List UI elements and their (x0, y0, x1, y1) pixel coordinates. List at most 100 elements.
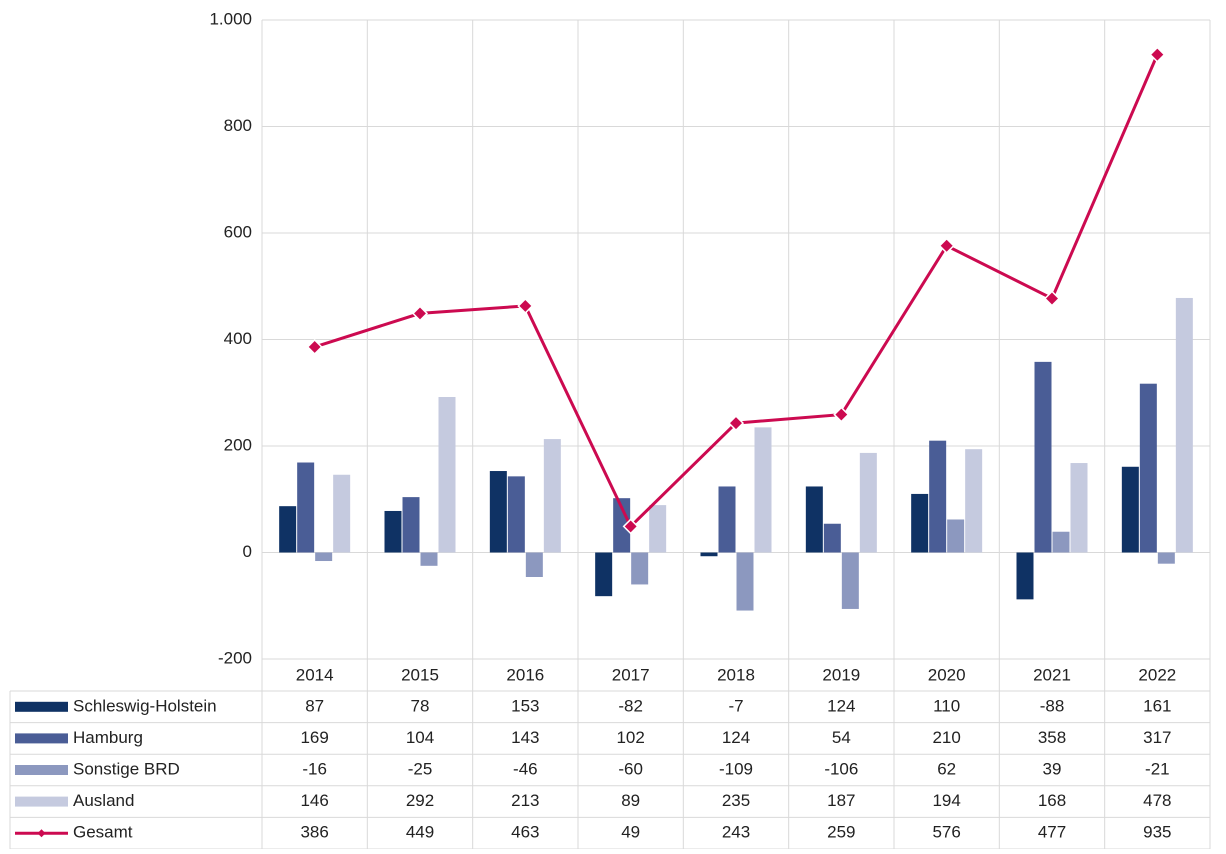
bar (1157, 552, 1175, 564)
bar (402, 497, 420, 553)
x-tick-label: 2015 (401, 665, 439, 684)
table-value: 87 (305, 696, 324, 715)
marker (622, 518, 639, 535)
bar (297, 462, 315, 553)
y-tick-label: -200 (218, 648, 252, 667)
table-value: 449 (406, 823, 434, 842)
table-value: 89 (621, 791, 640, 810)
table-value: 243 (722, 823, 750, 842)
marker (306, 338, 323, 356)
table-value: 576 (932, 823, 960, 842)
bar (631, 552, 649, 585)
bar (279, 506, 297, 553)
legend-label: Sonstige BRD (73, 759, 180, 778)
table-value: 213 (511, 791, 539, 810)
table-value: -106 (824, 759, 858, 778)
bar (438, 397, 456, 553)
table-value: 104 (406, 728, 434, 747)
bar (754, 427, 772, 553)
legend-label: Hamburg (73, 728, 143, 747)
bar (613, 498, 631, 553)
table-value: 168 (1038, 791, 1066, 810)
table-value: -60 (618, 759, 643, 778)
table-value: 194 (932, 791, 960, 810)
bar (1139, 383, 1157, 553)
legend-key (15, 796, 68, 807)
x-tick-label: 2020 (928, 665, 966, 684)
table-value: -25 (408, 759, 433, 778)
bar (947, 519, 965, 553)
bar (489, 471, 507, 553)
legend-key (15, 701, 68, 712)
table-value: 358 (1038, 728, 1066, 747)
bar (718, 486, 736, 553)
table-value: 146 (300, 791, 328, 810)
legend-key (37, 829, 46, 838)
table-value: 478 (1143, 791, 1171, 810)
y-tick-label: 0 (243, 542, 252, 561)
y-tick-label: 800 (224, 116, 252, 135)
marker (411, 305, 429, 322)
table-value: -21 (1145, 759, 1170, 778)
table-value: 124 (722, 728, 750, 747)
bar (420, 552, 438, 566)
legend-label: Schleswig-Holstein (73, 696, 217, 715)
table-value: 386 (300, 823, 328, 842)
bar (1016, 552, 1034, 600)
table-value: 49 (621, 823, 640, 842)
bar (965, 449, 983, 553)
marker (1043, 290, 1061, 307)
table-value: 235 (722, 791, 750, 810)
bar (911, 493, 929, 553)
bar (736, 552, 754, 611)
table-value: 39 (1043, 759, 1062, 778)
table-value: 317 (1143, 728, 1171, 747)
marker (833, 406, 850, 423)
bar (384, 510, 402, 553)
table-value: 78 (411, 696, 430, 715)
bar (649, 505, 667, 553)
bar (841, 552, 859, 609)
legend-label: Ausland (73, 791, 134, 810)
x-tick-label: 2016 (506, 665, 544, 684)
bar (507, 476, 525, 553)
table-value: -46 (513, 759, 538, 778)
bar (700, 552, 718, 557)
table-value: -88 (1040, 696, 1065, 715)
x-tick-label: 2018 (717, 665, 755, 684)
marker (517, 297, 534, 315)
bar (315, 552, 333, 562)
table-value: 153 (511, 696, 539, 715)
bar (1034, 361, 1052, 553)
y-tick-label: 600 (224, 222, 252, 241)
bar (929, 440, 947, 553)
table-value: 187 (827, 791, 855, 810)
table-value: 259 (827, 823, 855, 842)
table-value: 54 (832, 728, 851, 747)
x-tick-label: 2014 (296, 665, 334, 684)
legend-key (15, 733, 68, 744)
y-tick-label: 400 (224, 329, 252, 348)
bar (543, 439, 561, 553)
bar (1175, 297, 1193, 553)
bar (1070, 463, 1088, 553)
table-value: 161 (1143, 696, 1171, 715)
x-tick-label: 2021 (1033, 665, 1071, 684)
table-value: 210 (932, 728, 960, 747)
marker (1149, 46, 1166, 63)
x-tick-label: 2022 (1138, 665, 1176, 684)
legend-key (15, 765, 68, 775)
x-tick-label: 2019 (822, 665, 860, 684)
bar (1121, 466, 1139, 553)
bar (823, 523, 841, 553)
table-value: 935 (1143, 823, 1171, 842)
table-value: 292 (406, 791, 434, 810)
table-value: 143 (511, 728, 539, 747)
y-tick-label: 200 (224, 435, 252, 454)
table-value: -82 (618, 696, 643, 715)
y-tick-label: 1.000 (209, 9, 252, 28)
table-value: 102 (616, 728, 644, 747)
table-value: 124 (827, 696, 855, 715)
table-value: -7 (728, 696, 743, 715)
table-value: 169 (300, 728, 328, 747)
